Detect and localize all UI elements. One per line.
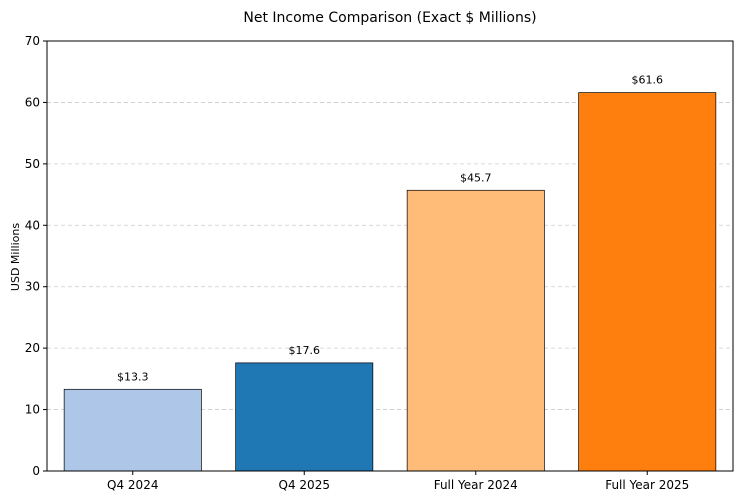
x-axis-ticks: Q4 2024 Q4 2025 Full Year 2024 Full Year 20… bbox=[107, 471, 689, 492]
bar-q4-2024 bbox=[63, 388, 202, 472]
y-tick-label: 0 bbox=[32, 464, 40, 478]
y-tick-label: 40 bbox=[25, 218, 40, 232]
bars bbox=[63, 92, 717, 472]
x-tick-label: Q4 2025 bbox=[279, 478, 330, 492]
y-tick-label: 10 bbox=[25, 403, 40, 417]
data-label: $13.3 bbox=[117, 370, 149, 383]
y-tick-label: 30 bbox=[25, 280, 40, 294]
y-tick-label: 50 bbox=[25, 157, 40, 171]
x-tick-label: Full Year 2024 bbox=[434, 478, 518, 492]
x-tick-label: Full Year 2025 bbox=[605, 478, 689, 492]
data-label: $17.6 bbox=[289, 344, 321, 357]
data-labels: $13.3 $17.6 $45.7 $61.6 bbox=[117, 74, 663, 384]
data-label: $61.6 bbox=[632, 74, 664, 87]
chart-title: Net Income Comparison (Exact $ Millions) bbox=[243, 10, 536, 26]
plot-area-frame bbox=[46, 40, 734, 472]
y-tick-label: 20 bbox=[25, 341, 40, 355]
gridlines bbox=[47, 102, 733, 410]
y-axis-label: USD Millions bbox=[9, 223, 22, 291]
y-axis-ticks: 0 10 20 30 40 50 60 70 bbox=[25, 34, 47, 478]
bar-q4-2025 bbox=[235, 362, 374, 472]
bar-full-year-2024 bbox=[406, 189, 545, 472]
y-tick-label: 70 bbox=[25, 34, 40, 48]
y-tick-label: 60 bbox=[25, 95, 40, 109]
bar-full-year-2025 bbox=[578, 92, 717, 472]
data-label: $45.7 bbox=[460, 171, 492, 184]
x-tick-label: Q4 2024 bbox=[107, 478, 158, 492]
